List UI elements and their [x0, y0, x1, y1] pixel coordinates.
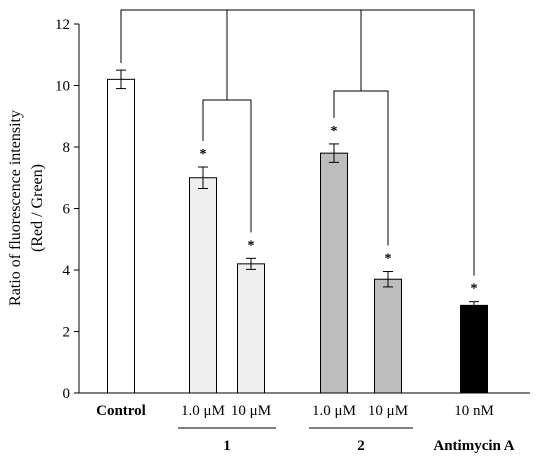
- bar: [189, 177, 217, 394]
- x-tick-label: 1.0 μM: [312, 403, 356, 419]
- y-tick-label: 12: [55, 17, 70, 33]
- y-tick-label: 4: [63, 263, 71, 279]
- x-axis-labels: Control 1.0 μM 10 μM 1.0 μM 10 μM 10 nM: [96, 403, 494, 419]
- bracket-control: [120, 9, 475, 276]
- x-tick-label: 10 μM: [231, 403, 271, 419]
- y-tick-label: 2: [63, 325, 71, 341]
- significance-star: *: [471, 282, 478, 297]
- group-label: Antimycin A: [433, 438, 514, 454]
- bar: [107, 78, 135, 394]
- significance-brackets: [120, 9, 475, 276]
- y-axis-label-line2: (Red / Green): [29, 164, 46, 252]
- y-tick-label: 8: [63, 140, 71, 156]
- significance-star: *: [385, 252, 392, 267]
- bar: [320, 152, 348, 394]
- group-label: 1: [223, 438, 231, 454]
- y-axis-label: Ratio of fluorescence intensity (Red / G…: [7, 110, 46, 306]
- x-tick-label: 10 μM: [368, 403, 408, 419]
- significance-star: *: [200, 147, 207, 162]
- significance-star: *: [248, 238, 255, 253]
- bar: [237, 263, 265, 394]
- y-tick-label: 0: [63, 386, 71, 402]
- group-labels: 1 2 Antimycin A: [178, 427, 515, 454]
- x-tick-label: Control: [96, 403, 146, 419]
- group-label: 2: [357, 438, 365, 454]
- x-tick-label: 1.0 μM: [181, 403, 225, 419]
- bars: * * * * *: [107, 69, 488, 394]
- bar: [374, 278, 402, 394]
- bar: [460, 304, 488, 394]
- y-ticks: 0 2 4 6 8 10 12: [55, 17, 79, 402]
- significance-star: *: [331, 124, 338, 139]
- y-tick-label: 6: [63, 202, 71, 218]
- y-tick-label: 10: [55, 79, 70, 95]
- y-axis-label-line1: Ratio of fluorescence intensity: [7, 110, 24, 306]
- x-tick-label: 10 nM: [454, 403, 494, 419]
